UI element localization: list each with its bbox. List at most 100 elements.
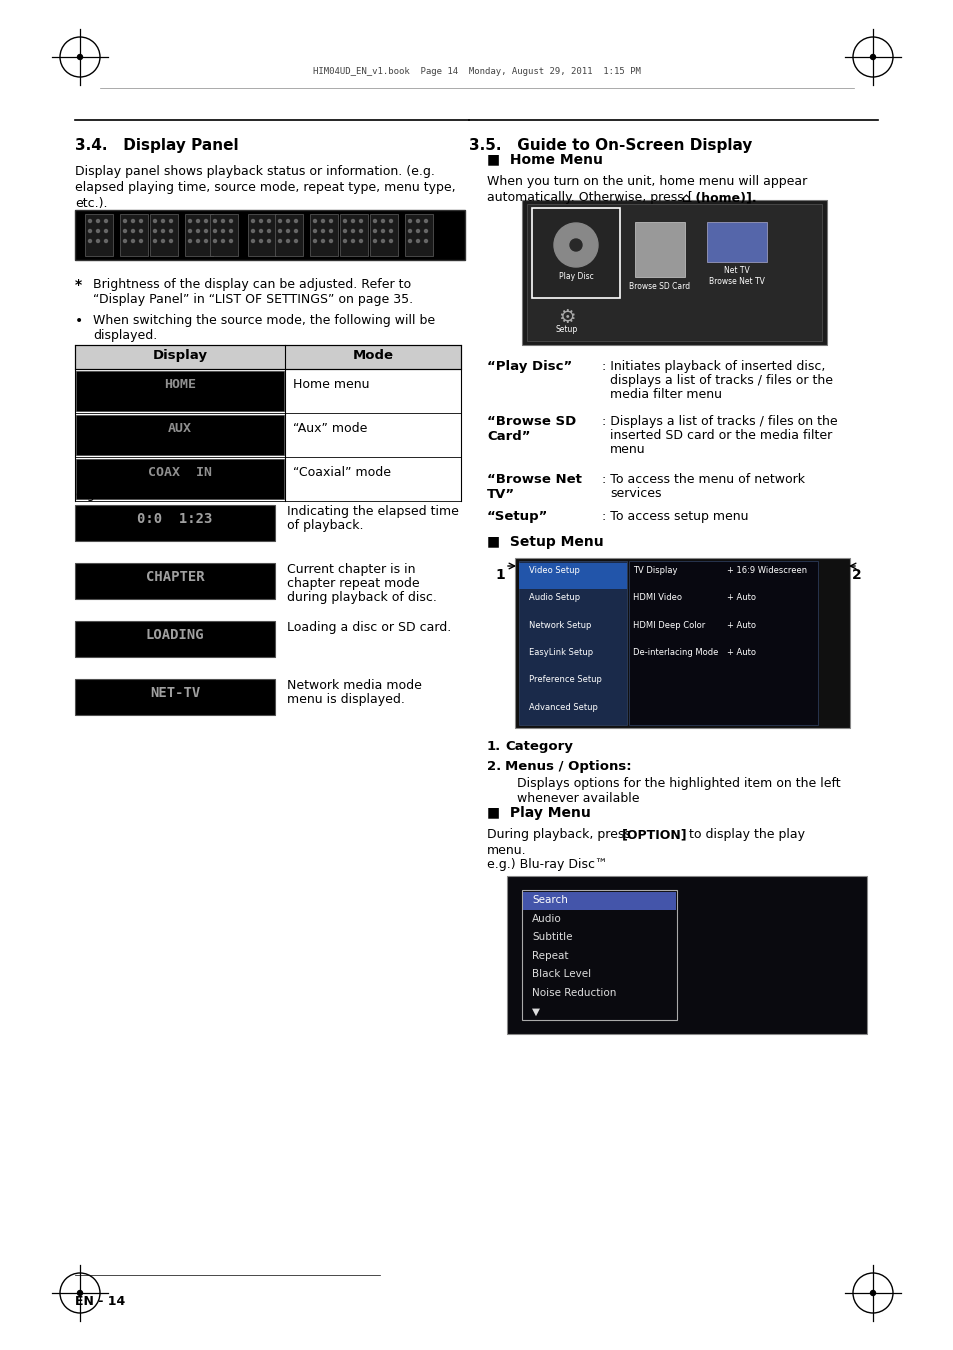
Circle shape <box>123 239 127 243</box>
Text: TV Display: TV Display <box>633 566 677 575</box>
Bar <box>76 459 284 500</box>
Text: Repeat: Repeat <box>532 950 568 961</box>
Circle shape <box>294 230 297 232</box>
Circle shape <box>189 220 192 223</box>
Text: •: • <box>75 315 83 328</box>
Circle shape <box>252 239 254 243</box>
Bar <box>76 414 284 455</box>
Bar <box>532 208 619 298</box>
Circle shape <box>569 239 581 251</box>
Circle shape <box>139 220 142 223</box>
Text: Display: Display <box>152 350 208 362</box>
Text: 3.4.   Display Panel: 3.4. Display Panel <box>75 138 238 153</box>
Text: 2: 2 <box>851 568 861 582</box>
Bar <box>85 215 112 256</box>
Text: CHAPTER: CHAPTER <box>146 570 204 585</box>
Text: “Browse Net: “Browse Net <box>486 472 581 486</box>
Circle shape <box>196 239 199 243</box>
Circle shape <box>424 239 427 243</box>
Circle shape <box>286 230 289 232</box>
Text: Setup: Setup <box>556 325 578 333</box>
Circle shape <box>105 230 108 232</box>
Circle shape <box>343 230 346 232</box>
Bar <box>628 562 817 725</box>
Circle shape <box>252 230 254 232</box>
Circle shape <box>230 239 233 243</box>
Bar <box>521 200 826 346</box>
Text: ■  Play Menu: ■ Play Menu <box>486 806 590 819</box>
Text: Loading a disc or SD card.: Loading a disc or SD card. <box>287 621 451 634</box>
Text: elapsed playing time, source mode, repeat type, menu type,: elapsed playing time, source mode, repea… <box>75 181 456 194</box>
Bar <box>526 204 821 342</box>
Circle shape <box>294 239 297 243</box>
Circle shape <box>314 230 316 232</box>
Text: During playback, press: During playback, press <box>486 828 634 841</box>
Circle shape <box>77 1291 82 1296</box>
Circle shape <box>221 220 224 223</box>
Circle shape <box>170 239 172 243</box>
Circle shape <box>161 220 164 223</box>
Text: services: services <box>609 487 660 500</box>
Text: menu: menu <box>609 443 645 456</box>
Circle shape <box>123 220 127 223</box>
Text: ■  Setup Menu: ■ Setup Menu <box>486 535 603 549</box>
Bar <box>150 215 178 256</box>
Circle shape <box>374 230 376 232</box>
Circle shape <box>329 230 333 232</box>
Circle shape <box>96 230 99 232</box>
Text: Current chapter is in: Current chapter is in <box>287 563 416 576</box>
Bar <box>75 621 274 657</box>
Circle shape <box>359 230 362 232</box>
Text: “Coaxial” mode: “Coaxial” mode <box>293 467 391 479</box>
Circle shape <box>267 230 271 232</box>
Circle shape <box>170 230 172 232</box>
Bar <box>210 215 237 256</box>
Text: AUX: AUX <box>168 423 192 436</box>
Circle shape <box>286 239 289 243</box>
Circle shape <box>230 220 233 223</box>
Circle shape <box>329 239 333 243</box>
Bar <box>518 562 626 725</box>
Text: EasyLink Setup: EasyLink Setup <box>529 648 593 657</box>
Text: displayed.: displayed. <box>92 329 157 342</box>
Circle shape <box>359 239 362 243</box>
Text: to display the play: to display the play <box>684 828 804 841</box>
Text: “Browse SD: “Browse SD <box>486 414 576 428</box>
Circle shape <box>259 220 262 223</box>
Text: “Display Panel” in “LIST OF SETTINGS” on page 35.: “Display Panel” in “LIST OF SETTINGS” on… <box>92 293 413 306</box>
Bar <box>522 892 676 910</box>
Text: Network media mode: Network media mode <box>287 679 421 693</box>
Text: chapter repeat mode: chapter repeat mode <box>287 576 419 590</box>
Circle shape <box>278 239 281 243</box>
Circle shape <box>267 220 271 223</box>
Text: HDMI Deep Color: HDMI Deep Color <box>633 621 704 629</box>
Text: media filter menu: media filter menu <box>609 387 721 401</box>
Circle shape <box>139 239 142 243</box>
Circle shape <box>123 230 127 232</box>
Text: Video Setup: Video Setup <box>529 566 579 575</box>
Text: Displays options for the highlighted item on the left: Displays options for the highlighted ite… <box>517 778 840 790</box>
Circle shape <box>89 230 91 232</box>
Circle shape <box>221 239 224 243</box>
Text: Advanced Setup: Advanced Setup <box>529 702 598 711</box>
Circle shape <box>204 220 208 223</box>
Circle shape <box>416 230 419 232</box>
Bar <box>120 215 148 256</box>
Circle shape <box>153 220 156 223</box>
Text: 2.: 2. <box>486 760 500 774</box>
Bar <box>506 876 866 1034</box>
Text: De-interlacing Mode: De-interlacing Mode <box>633 648 718 657</box>
Circle shape <box>408 239 411 243</box>
Circle shape <box>381 220 384 223</box>
Circle shape <box>105 220 108 223</box>
Text: LOADING: LOADING <box>146 628 204 643</box>
Text: Menus / Options:: Menus / Options: <box>504 760 631 774</box>
Bar <box>706 221 766 262</box>
Circle shape <box>105 239 108 243</box>
Circle shape <box>374 239 376 243</box>
Text: : Initiates playback of inserted disc,: : Initiates playback of inserted disc, <box>601 360 824 373</box>
Text: Audio: Audio <box>532 914 561 923</box>
Text: Home menu: Home menu <box>293 378 369 392</box>
Circle shape <box>351 230 355 232</box>
Circle shape <box>96 239 99 243</box>
